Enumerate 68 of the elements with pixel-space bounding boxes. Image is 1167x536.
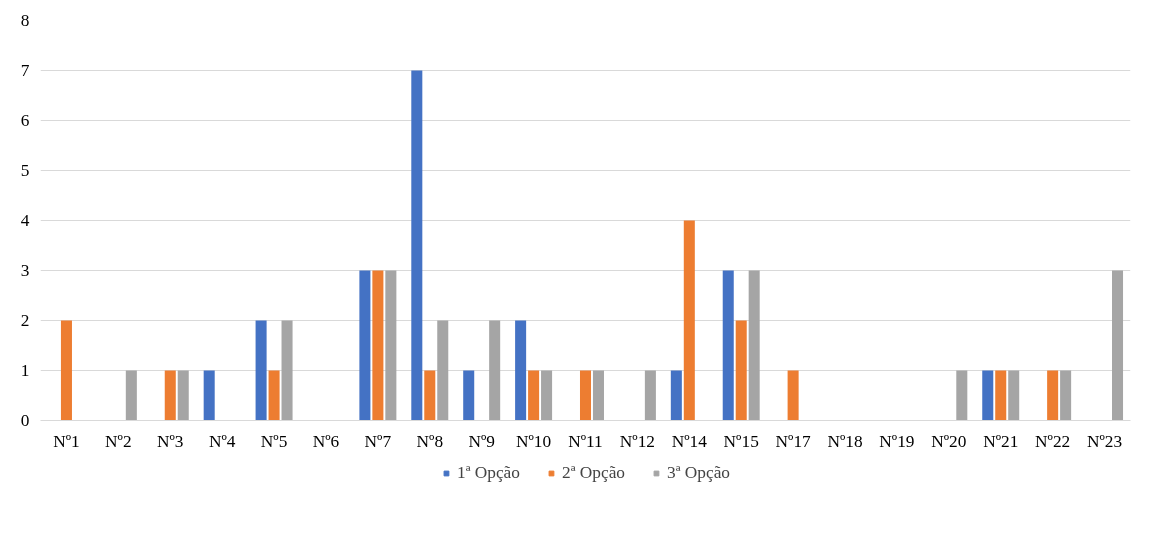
x-tick-label: Nº22 [1035,431,1071,451]
bar [515,320,527,421]
bar [489,320,501,421]
bar [1060,370,1072,421]
bar [748,270,760,421]
y-tick-label: 2 [20,311,30,330]
y-tick-label: 8 [20,11,30,30]
bar [164,370,176,421]
bar [385,270,397,421]
bar [60,320,72,421]
x-tick-label: Nº23 [1086,431,1123,451]
bar [125,370,137,421]
y-tick-label: 5 [20,161,30,180]
bar [463,370,475,421]
bar [644,370,656,421]
x-tick-label: Nº12 [619,431,656,451]
bar [424,370,436,421]
bar [268,370,280,421]
bar [683,220,695,421]
bar [1008,370,1020,421]
x-tick-label: Nº7 [364,431,392,451]
bar [372,270,384,421]
bar [281,320,293,421]
y-tick-label: 3 [20,261,30,280]
bar [1112,270,1124,421]
x-tick-label: Nº18 [827,431,863,451]
x-tick-label: Nº6 [312,431,340,451]
x-tick-label: Nº8 [416,431,444,451]
x-tick-label: Nº2 [105,431,132,451]
bar [579,370,592,421]
y-tick-label: 4 [20,211,30,230]
bar [592,370,604,421]
bar [541,370,553,421]
y-tick-label: 7 [20,61,30,80]
y-tick-label: 0 [20,411,30,430]
x-tick-label: Nº20 [931,431,967,451]
bar [203,370,215,421]
bar [1047,370,1059,421]
x-tick-label: Nº4 [208,431,236,451]
bar [177,370,189,421]
x-tick-label: Nº11 [568,431,603,451]
legend-label: 1ª Opção [456,463,520,483]
legend-label: 3ª Opção [667,463,731,483]
bar [982,370,994,421]
legend-label: 2ª Opção [561,463,626,483]
x-tick-label: Nº14 [671,431,708,451]
y-tick-label: 6 [20,111,30,130]
bar [437,320,449,421]
x-tick-label: Nº21 [983,431,1019,451]
x-tick-label: Nº19 [879,431,915,451]
bar [787,370,799,421]
bar [735,320,747,421]
bar [359,270,371,421]
bar [956,370,968,421]
x-tick-label: Nº3 [156,431,184,451]
bar [722,270,734,421]
bar [995,370,1007,421]
y-tick-label: 1 [20,361,30,380]
x-tick-label: Nº10 [515,431,552,451]
bar [411,70,423,421]
bar [255,320,267,421]
bar [670,370,682,421]
x-tick-label: Nº17 [775,431,812,451]
x-tick-label: Nº1 [53,431,80,451]
x-tick-label: Nº15 [723,431,759,451]
bar [528,370,540,421]
x-tick-label: Nº9 [468,431,495,451]
x-tick-label: Nº5 [260,431,288,451]
